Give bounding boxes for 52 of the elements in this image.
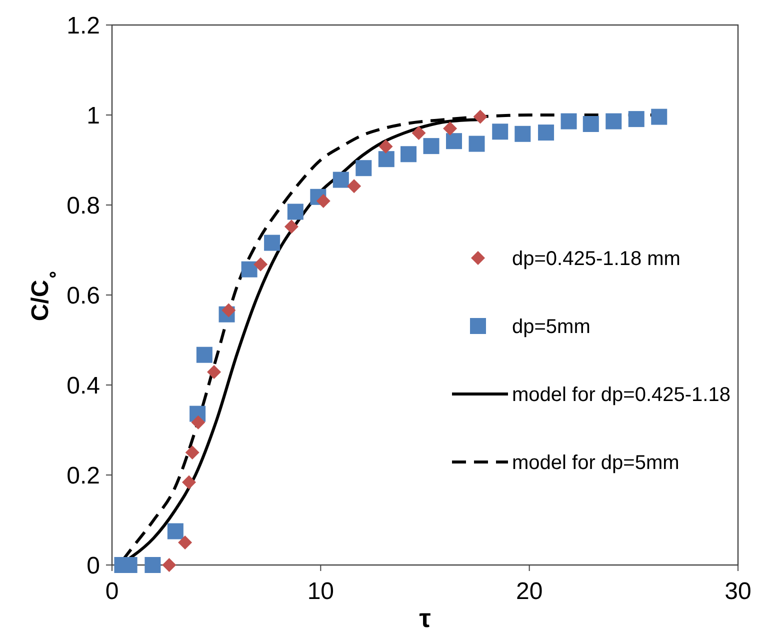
point bbox=[185, 446, 200, 460]
point bbox=[582, 116, 599, 132]
point bbox=[492, 124, 508, 140]
point bbox=[514, 126, 531, 142]
point bbox=[473, 110, 488, 124]
point bbox=[538, 124, 554, 141]
point bbox=[651, 108, 668, 125]
point bbox=[222, 303, 236, 318]
point bbox=[182, 475, 196, 490]
y-tick-label: 0.2 bbox=[66, 462, 100, 490]
x-tick-label: 20 bbox=[516, 578, 543, 605]
x-axis-title: τ bbox=[419, 603, 432, 633]
y-tick-label: 1 bbox=[86, 102, 100, 130]
point bbox=[628, 111, 644, 128]
point bbox=[284, 220, 298, 234]
y-tick-label: 0 bbox=[86, 552, 100, 580]
point bbox=[356, 160, 372, 176]
point bbox=[196, 346, 212, 363]
point bbox=[191, 415, 206, 430]
point bbox=[443, 122, 458, 136]
point bbox=[606, 113, 622, 130]
x-tick-label: 10 bbox=[307, 578, 334, 605]
y-tick-label: 0.6 bbox=[66, 282, 100, 310]
point bbox=[144, 557, 161, 573]
legend-label: model for dp=0.425-1.18 bbox=[512, 384, 730, 406]
point bbox=[423, 138, 440, 154]
legend-label: model for dp=5mm bbox=[512, 452, 680, 474]
point bbox=[347, 179, 362, 194]
y-tick-label: 0.4 bbox=[66, 372, 100, 400]
point bbox=[378, 151, 394, 168]
legend-label: dp=0.425-1.18 mm bbox=[512, 248, 680, 270]
y-tick-label: 0.8 bbox=[66, 192, 100, 220]
y-tick-label: 1.2 bbox=[66, 12, 100, 40]
point bbox=[254, 257, 268, 272]
point bbox=[560, 113, 577, 130]
point bbox=[400, 146, 417, 162]
point bbox=[468, 136, 485, 152]
point bbox=[446, 133, 462, 150]
point bbox=[241, 261, 258, 278]
point bbox=[207, 364, 222, 379]
point bbox=[162, 558, 176, 572]
point bbox=[287, 204, 304, 220]
legend-label: dp=5mm bbox=[512, 316, 590, 338]
point bbox=[264, 234, 280, 251]
point bbox=[316, 194, 330, 208]
x-tick-label: 0 bbox=[105, 578, 119, 605]
point bbox=[332, 172, 349, 188]
point bbox=[167, 523, 184, 540]
point bbox=[412, 126, 426, 140]
point bbox=[178, 536, 192, 550]
point bbox=[378, 140, 393, 154]
x-tick-label: 30 bbox=[724, 578, 752, 605]
